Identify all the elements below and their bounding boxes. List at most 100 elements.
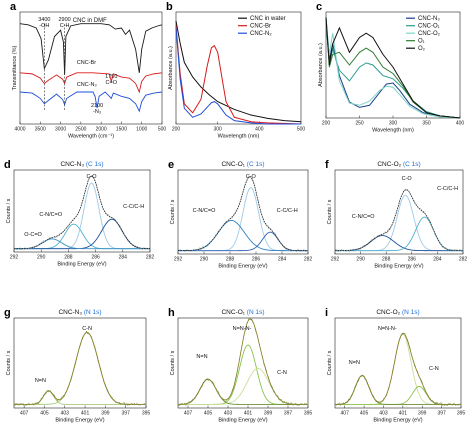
series-line-2 <box>175 25 302 125</box>
x-axis-label: Wavelength (cm⁻¹) <box>68 134 114 140</box>
x-tick-label: 401 <box>399 411 408 417</box>
x-tick-label: 401 <box>81 411 90 417</box>
x-tick-label: 395 <box>457 411 466 417</box>
annotation: 2900 <box>59 17 71 23</box>
x-tick-label: 3500 <box>35 127 46 133</box>
peak-label: C-C/C-H <box>437 186 458 192</box>
plot-frame <box>177 317 309 409</box>
panel-title: CNC-O₂ (N 1s) <box>376 309 419 316</box>
panel-title: CNC-O₁ (C 1s) <box>221 161 264 168</box>
panel-letter-f: f <box>325 159 329 171</box>
peak-label: C-O <box>246 174 257 180</box>
component-peak-3 <box>177 378 308 405</box>
x-tick-label: 250 <box>355 121 364 127</box>
x-tick-label: 400 <box>255 127 264 133</box>
panel-title-core-level: (N 1s) <box>247 309 265 316</box>
x-axis-label: Binding Energy (eV) <box>373 418 422 424</box>
component-peak-1 <box>14 182 150 250</box>
panel-b: b 200 300 400 500 Wavelength (nm) Absorbance (… <box>166 1 305 140</box>
panel-a: a 4000 3500 3000 2500 2000 1500 1000 500 Waveleng… <box>10 1 166 140</box>
peak-label: O-C=O <box>24 232 42 238</box>
fit-envelope-line <box>177 318 308 405</box>
x-tick-label: 403 <box>61 411 70 417</box>
y-axis-label: Counts / s <box>170 199 176 224</box>
panel-title-sample: CNC-O₂ <box>377 161 403 168</box>
x-tick-label: 284 <box>433 257 442 263</box>
peak-label: C-O <box>402 176 413 182</box>
plot-frame <box>19 11 163 125</box>
peak-label: C-C/C-H <box>277 208 298 214</box>
component-peak-3 <box>178 231 308 252</box>
fit-envelope-line <box>14 332 146 405</box>
peak-label: C-C/C-H <box>123 204 144 210</box>
y-axis-label: Counts / s <box>6 350 12 375</box>
series-line-3 <box>19 91 163 113</box>
raw-data-line <box>13 330 147 407</box>
peak-label: C-N/C=O <box>39 212 62 218</box>
x-tick-label: 288 <box>382 257 391 263</box>
panel-title-core-level: (C 1s) <box>403 161 421 168</box>
x-axis-label: Wavelength (nm) <box>372 128 414 134</box>
x-axis-label: Binding Energy (eV) <box>57 262 106 268</box>
x-tick-label: 405 <box>40 411 49 417</box>
panel-e: e 292 290 288 286 284 282 Binding Energy (eV) Co… <box>168 159 312 270</box>
legend-label: CNC in water <box>250 16 286 22</box>
panel-letter-a: a <box>10 1 17 13</box>
x-tick-label: 350 <box>422 121 431 127</box>
panel-letter-h: h <box>168 307 175 319</box>
peak-label: C-N <box>429 366 439 372</box>
panel-title-core-level: (N 1s) <box>402 309 420 316</box>
legend-label: O₂ <box>418 46 426 52</box>
panel-title: CNC-O₁ (N 1s) <box>221 309 264 316</box>
x-tick-label: 288 <box>226 257 235 263</box>
component-peak-2 <box>335 385 461 405</box>
panel-letter-g: g <box>4 307 11 319</box>
panel-letter-b: b <box>166 1 173 13</box>
x-tick-label: 407 <box>20 411 29 417</box>
y-axis-label: Absorbance (a.u.) <box>318 43 324 87</box>
panel-g: g 407 405 403 401 399 397 395 Binding Energy (eV… <box>4 307 150 424</box>
raw-data-line <box>334 188 464 253</box>
annotation: -OH <box>39 23 49 29</box>
plot-frame <box>334 169 464 255</box>
component-peak-1 <box>14 331 146 405</box>
x-tick-label: 290 <box>200 257 209 263</box>
plot-frame <box>13 169 151 253</box>
x-tick-label: 399 <box>418 411 427 417</box>
peak-label: C-N/C=O <box>352 214 375 220</box>
y-axis-label: Counts / s <box>6 198 12 223</box>
panel-title-sample: CNC-N₃ <box>58 309 83 316</box>
x-tick-label: 290 <box>356 257 365 263</box>
annotation: 1750 <box>105 74 117 80</box>
x-axis-label: Binding Energy (eV) <box>55 418 104 424</box>
x-axis-label: Binding Energy (eV) <box>218 264 267 270</box>
x-tick-label: 288 <box>64 255 73 261</box>
x-tick-label: 405 <box>360 411 369 417</box>
panel-title-sample: CNC-O₂ <box>376 309 402 316</box>
series-line-1 <box>325 17 461 119</box>
panel-title-sample: CNC-O₁ <box>221 161 246 168</box>
panel-d: d 292 290 288 286 284 282 Binding Energy (eV) Co… <box>4 159 154 268</box>
component-peak-2 <box>335 235 463 252</box>
raw-data-line <box>13 175 151 251</box>
x-tick-label: 292 <box>10 255 19 261</box>
annotation: 3400 <box>38 17 50 23</box>
x-tick-label: 500 <box>158 127 167 133</box>
fit-envelope-line <box>14 175 151 250</box>
component-peak-2 <box>178 367 308 405</box>
x-tick-label: 2000 <box>96 127 107 133</box>
x-tick-label: 200 <box>172 127 181 133</box>
peak-label: N=N <box>349 360 360 366</box>
panel-title-core-level: (C 1s) <box>86 161 104 168</box>
x-tick-label: 286 <box>252 257 261 263</box>
x-tick-label: 2500 <box>75 127 86 133</box>
y-axis-label: Transmittance (%) <box>12 45 18 90</box>
legend-label: CNC-O₁ <box>418 24 440 30</box>
panel-letter-c: c <box>316 1 322 13</box>
y-axis-label: Absorbance (a.u.) <box>168 46 174 90</box>
plot-frame <box>334 317 462 409</box>
panel-title-sample: CNC-N₃ <box>60 161 85 168</box>
panel-title-sample: CNC-O₁ <box>221 309 246 316</box>
peak-label: C-N <box>277 370 287 376</box>
